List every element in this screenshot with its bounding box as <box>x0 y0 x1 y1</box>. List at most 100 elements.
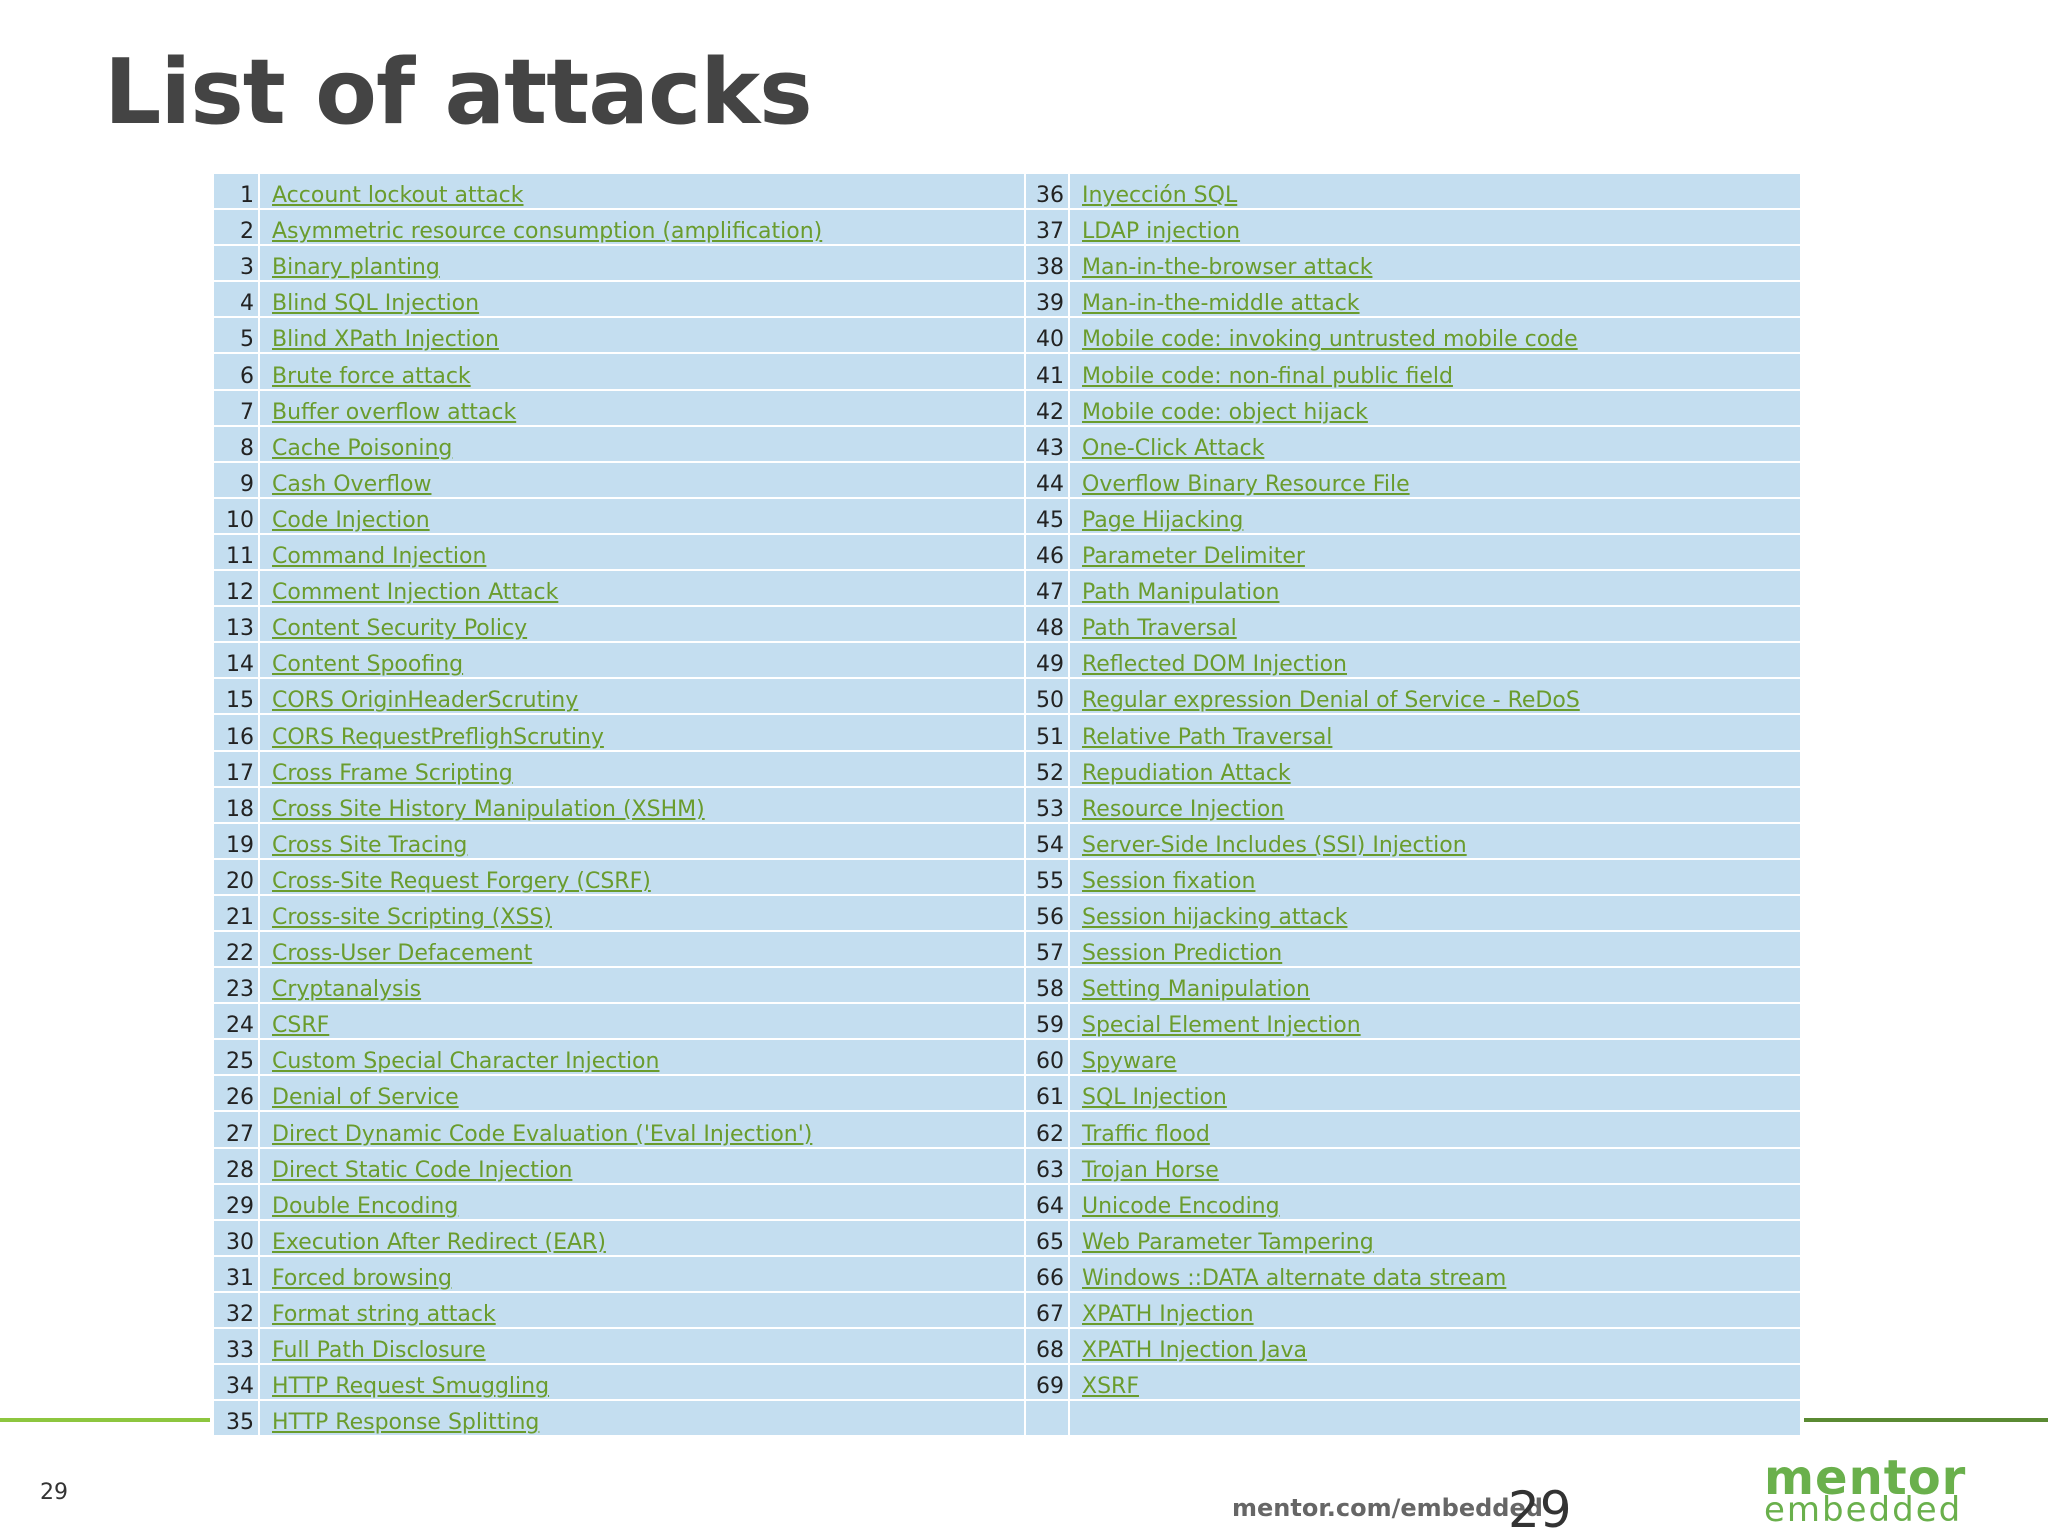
attack-link[interactable]: Cross Site Tracing <box>272 832 468 858</box>
attack-number: 1 <box>212 171 260 211</box>
attack-link[interactable]: Full Path Disclosure <box>272 1338 486 1364</box>
attack-link[interactable]: Traffic flood <box>1082 1121 1210 1147</box>
attack-link[interactable]: Reflected DOM Injection <box>1082 652 1347 678</box>
attack-link[interactable]: Resource Injection <box>1082 796 1285 822</box>
attack-link[interactable]: Windows ::DATA alternate data stream <box>1082 1265 1507 1291</box>
attack-link[interactable]: Page Hijacking <box>1082 507 1244 533</box>
attack-link[interactable]: Brute force attack <box>272 363 471 389</box>
attack-link[interactable]: Blind XPath Injection <box>272 327 499 353</box>
attack-link[interactable]: Cross Frame Scripting <box>272 760 513 786</box>
attack-link[interactable]: Asymmetric resource consumption (amplifi… <box>272 219 823 245</box>
attack-link[interactable]: Binary planting <box>272 255 440 281</box>
attack-link[interactable]: XPATH Injection Java <box>1082 1338 1308 1364</box>
attack-cell: Session Prediction <box>1068 929 1802 969</box>
attack-link[interactable]: Man-in-the-middle attack <box>1082 291 1360 317</box>
attack-link[interactable]: Content Security Policy <box>272 616 528 642</box>
attack-link[interactable]: Regular expression Denial of Service - R… <box>1082 688 1580 714</box>
attack-link[interactable]: Mobile code: object hijack <box>1082 399 1368 425</box>
attack-cell: Mobile code: object hijack <box>1068 388 1802 427</box>
attack-link[interactable]: Session fixation <box>1082 868 1256 894</box>
attack-link[interactable]: CORS RequestPreflighScrutiny <box>272 724 604 750</box>
attack-link[interactable]: LDAP injection <box>1082 219 1241 245</box>
attack-cell: Cache Poisoning <box>258 424 1026 463</box>
table-row: 20 Cross-Site Request Forgery (CSRF) 55 Ses… <box>212 857 1802 896</box>
attack-link[interactable]: Path Manipulation <box>1082 580 1280 606</box>
table-row: 29 Double Encoding 64 Unicode Encoding <box>212 1182 1802 1221</box>
attack-number: 63 <box>1024 1146 1070 1185</box>
attack-link[interactable]: Man-in-the-browser attack <box>1082 255 1373 281</box>
attack-link[interactable]: CORS OriginHeaderScrutiny <box>272 688 579 714</box>
attack-link[interactable]: Forced browsing <box>272 1265 452 1291</box>
attack-link[interactable]: Session Prediction <box>1082 941 1283 967</box>
attack-link[interactable]: Denial of Service <box>272 1085 459 1111</box>
attack-link[interactable]: Mobile code: invoking untrusted mobile c… <box>1082 327 1578 353</box>
attack-link[interactable]: Overflow Binary Resource File <box>1082 471 1410 497</box>
attack-link[interactable]: Path Traversal <box>1082 616 1237 642</box>
table-row: 28 Direct Static Code Injection 63 Trojan H… <box>212 1146 1802 1185</box>
attack-number: 3 <box>212 244 260 283</box>
attack-cell: Path Traversal <box>1068 605 1802 644</box>
attack-link[interactable]: Cross Site History Manipulation (XSHM) <box>272 796 705 822</box>
attack-cell: Session fixation <box>1068 857 1802 896</box>
attack-link[interactable]: Double Encoding <box>272 1193 459 1219</box>
attack-link[interactable]: Cash Overflow <box>272 471 432 497</box>
attack-link[interactable]: Server-Side Includes (SSI) Injection <box>1082 832 1467 858</box>
attack-link[interactable]: Direct Dynamic Code Evaluation ('Eval In… <box>272 1121 813 1147</box>
attack-link[interactable]: Format string attack <box>272 1302 496 1327</box>
attack-link[interactable]: Spyware <box>1082 1049 1177 1075</box>
attack-link[interactable]: Mobile code: non-final public field <box>1082 363 1453 389</box>
attack-link[interactable]: Buffer overflow attack <box>272 399 517 425</box>
attack-link[interactable]: HTTP Response Splitting <box>272 1410 540 1436</box>
table-row: 3 Binary planting 38 Man-in-the-browser att… <box>212 244 1802 283</box>
table-row: 18 Cross Site History Manipulation (XSHM)… <box>212 785 1802 824</box>
attack-link[interactable]: Account lockout attack <box>272 183 524 209</box>
attack-number: 28 <box>212 1146 260 1185</box>
attack-cell: One-Click Attack <box>1068 424 1802 463</box>
attack-link[interactable]: Direct Static Code Injection <box>272 1157 573 1183</box>
attack-link[interactable]: Repudiation Attack <box>1082 760 1291 786</box>
attack-link[interactable]: Parameter Delimiter <box>1082 544 1305 570</box>
attack-number: 18 <box>212 785 260 824</box>
logo-wordmark-top: mentor <box>1764 1450 1967 1506</box>
attack-link[interactable]: Code Injection <box>272 507 430 533</box>
attack-link[interactable]: Content Spoofing <box>272 652 464 678</box>
attack-link[interactable]: Cross-User Defacement <box>272 941 533 967</box>
attack-cell <box>1068 1399 1802 1438</box>
attack-link[interactable]: HTTP Request Smuggling <box>272 1374 550 1400</box>
attack-number: 56 <box>1024 893 1070 932</box>
attack-link[interactable]: Inyección SQL <box>1082 183 1238 209</box>
attack-link[interactable]: Setting Manipulation <box>1082 977 1310 1003</box>
attack-link[interactable]: Unicode Encoding <box>1082 1193 1280 1219</box>
attack-link[interactable]: Special Element Injection <box>1082 1013 1361 1039</box>
attack-link[interactable]: Web Parameter Tampering <box>1082 1229 1374 1255</box>
attack-link[interactable]: Blind SQL Injection <box>272 291 480 317</box>
attack-number: 5 <box>212 316 260 355</box>
attack-link[interactable]: Cache Poisoning <box>272 435 453 461</box>
attack-number: 17 <box>212 749 260 788</box>
table-row: 1 Account lockout attack 36 Inyección SQL <box>212 171 1802 211</box>
attack-link[interactable]: Custom Special Character Injection <box>272 1049 660 1075</box>
attack-link[interactable]: Cryptanalysis <box>272 977 422 1003</box>
attack-link[interactable]: SQL Injection <box>1082 1085 1227 1111</box>
attack-link[interactable]: CSRF <box>272 1013 330 1039</box>
attack-link[interactable]: Relative Path Traversal <box>1082 724 1333 750</box>
attack-number: 11 <box>212 532 260 572</box>
attack-link[interactable]: Session hijacking attack <box>1082 904 1348 930</box>
attack-cell: Traffic flood <box>1068 1110 1802 1149</box>
attack-link[interactable]: Comment Injection Attack <box>272 580 559 606</box>
attack-link[interactable]: Cross-site Scripting (XSS) <box>272 904 552 930</box>
attack-number: 69 <box>1024 1363 1070 1402</box>
attack-link[interactable]: Trojan Horse <box>1082 1157 1219 1183</box>
attack-number: 26 <box>212 1074 260 1113</box>
attack-number: 7 <box>212 388 260 427</box>
attack-link[interactable]: Command Injection <box>272 544 487 570</box>
attack-cell: Brute force attack <box>258 352 1026 391</box>
table-row: 27 Direct Dynamic Code Evaluation ('Eval … <box>212 1110 1802 1149</box>
table-row: 23 Cryptanalysis 58 Setting Manipulation <box>212 966 1802 1005</box>
attack-link[interactable]: Execution After Redirect (EAR) <box>272 1229 606 1255</box>
attack-link[interactable]: Cross-Site Request Forgery (CSRF) <box>272 868 651 894</box>
attack-link[interactable]: XPATH Injection <box>1082 1302 1254 1327</box>
attack-link[interactable]: XSRF <box>1082 1374 1139 1400</box>
attack-link[interactable]: One-Click Attack <box>1082 435 1265 461</box>
table-row: 7 Buffer overflow attack 42 Mobile code: ob… <box>212 388 1802 427</box>
